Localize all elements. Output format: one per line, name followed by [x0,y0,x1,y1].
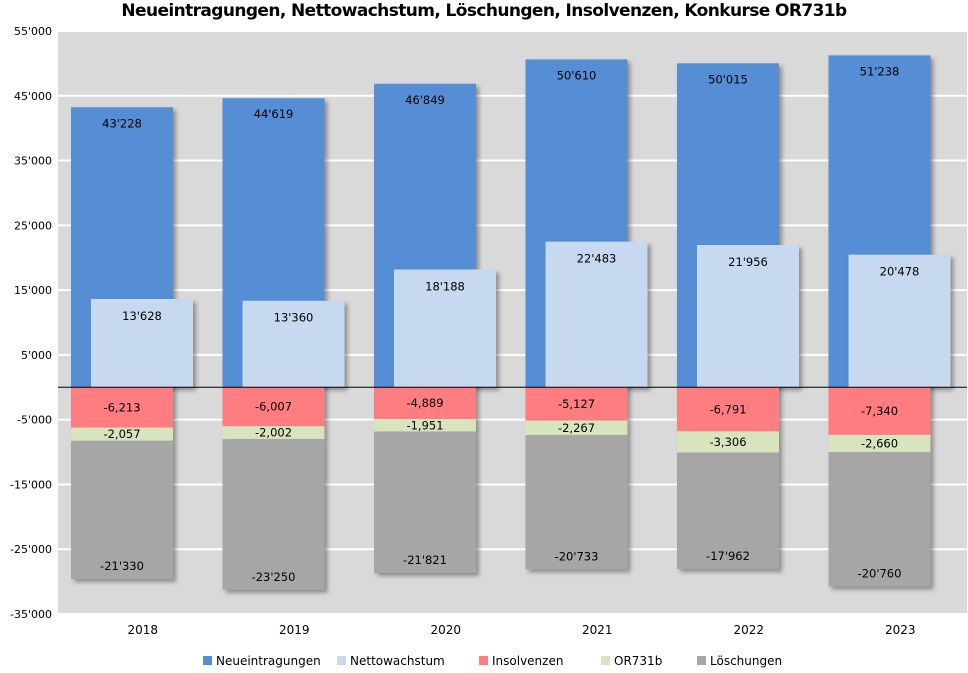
data-label-or731b: -2,057 [103,427,140,441]
y-tick-label: 15'000 [14,284,52,297]
legend-swatch [697,656,706,665]
data-label-nettowachstum: 20'478 [880,265,920,279]
bar-insolvenzen [374,387,476,419]
data-label-neueintragungen: 44'619 [254,107,294,121]
data-label-nettowachstum: 13'628 [122,309,162,323]
x-tick-label: 2023 [885,623,916,637]
bar-or731b [222,426,325,440]
chart-title: Neueintragungen, Nettowachstum, Löschung… [121,1,847,21]
data-label-nettowachstum: 18'188 [425,279,465,293]
bar-loeschungen [677,452,779,570]
legend-item-insolvenzen: Insolvenzen [479,654,563,668]
x-tick-label: 2020 [430,623,461,637]
bar-or731b [374,418,476,432]
bar-nettowachstum [697,245,799,388]
legend-label: Löschungen [710,654,782,668]
legend-label: OR731b [614,654,662,668]
y-tick-label: -35'000 [10,608,52,621]
data-label-loeschungen: -17'962 [706,549,750,563]
legend: Neueintragungen Nettowachstum Insolvenzen O… [203,654,782,668]
plot-background [58,31,967,614]
bar-insolvenzen [71,387,173,428]
bar-or731b [71,427,173,441]
bar-insolvenzen [828,387,931,435]
legend-swatch [203,656,212,665]
data-label-nettowachstum: 22'483 [577,252,617,266]
data-label-loeschungen: -21'330 [100,559,144,573]
data-label-or731b: -2,660 [861,436,898,450]
y-tick-label: 25'000 [14,219,52,232]
data-labels: 43'228 13'628 -6,213 -2,057 -21'330 44'619 13'… [100,64,919,583]
x-tick-label: 2019 [279,623,310,637]
data-label-neueintragungen: 46'849 [405,93,445,107]
bar-or731b [525,420,628,436]
bar-insolvenzen [677,387,779,432]
bar-insolvenzen [525,387,628,421]
data-label-or731b: -3,306 [709,435,746,449]
bar-loeschungen [828,452,931,587]
y-tick-label: -15'000 [10,478,52,491]
gridlines [58,30,967,615]
data-label-insolvenzen: -5,127 [558,397,595,411]
bar-or731b [677,431,779,453]
y-tick-label: -25'000 [10,543,52,556]
legend-item-loeschungen: Löschungen [697,654,782,668]
y-tick-label: 55'000 [14,25,52,38]
bar-nettowachstum [91,298,193,388]
bar-loeschungen [525,435,628,570]
legend-item-neueintragungen: Neueintragungen [203,654,321,668]
data-label-insolvenzen: -7,340 [861,404,898,418]
legend-label: Nettowachstum [350,654,445,668]
legend-item-nettowachstum: Nettowachstum [337,654,445,668]
bar-or731b [828,434,931,453]
legend-item-or731b: OR731b [601,654,662,668]
bar-insolvenzen [222,387,325,427]
bar-nettowachstum [848,254,951,388]
x-tick-label: 2021 [582,623,613,637]
x-tick-label: 2018 [127,623,158,637]
data-label-loeschungen: -21'821 [403,553,447,567]
y-tick-label: 35'000 [14,155,52,168]
data-label-insolvenzen: -4,889 [406,396,443,410]
y-tick-label: 5'000 [21,349,52,362]
legend-label: Insolvenzen [492,654,563,668]
data-label-neueintragungen: 50'610 [557,68,597,82]
data-label-neueintragungen: 50'015 [708,72,748,86]
data-label-neueintragungen: 51'238 [860,64,900,78]
data-label-or731b: -2,002 [255,426,292,440]
x-tick-label: 2022 [733,623,764,637]
axes: -35'000 -25'000 -15'000 -5'000 5'000 15'000 25… [10,25,967,637]
data-label-insolvenzen: -6,213 [103,400,140,414]
data-label-insolvenzen: -6,791 [709,402,746,416]
data-label-nettowachstum: 21'956 [728,255,768,269]
bar-loeschungen [374,431,476,573]
data-label-loeschungen: -23'250 [252,570,296,584]
data-label-loeschungen: -20'733 [555,549,599,563]
data-label-loeschungen: -20'760 [858,567,902,581]
y-tick-label: 45'000 [14,90,52,103]
bar-nettowachstum [545,241,648,388]
data-label-or731b: -2,267 [558,421,595,435]
legend-label: Neueintragungen [216,654,321,668]
data-label-or731b: -1,951 [406,418,443,432]
data-label-neueintragungen: 43'228 [102,116,142,130]
bar-nettowachstum [394,269,496,388]
y-tick-label: -5'000 [17,414,52,427]
legend-swatch [479,656,488,665]
bar-loeschungen [71,440,173,580]
legend-swatch [601,656,610,665]
bars [71,55,951,590]
plot-area [58,31,967,614]
bar-nettowachstum [242,300,345,388]
legend-swatch [337,656,346,665]
data-label-nettowachstum: 13'360 [274,311,314,325]
bar-loeschungen [222,439,325,590]
data-label-insolvenzen: -6,007 [255,400,292,414]
